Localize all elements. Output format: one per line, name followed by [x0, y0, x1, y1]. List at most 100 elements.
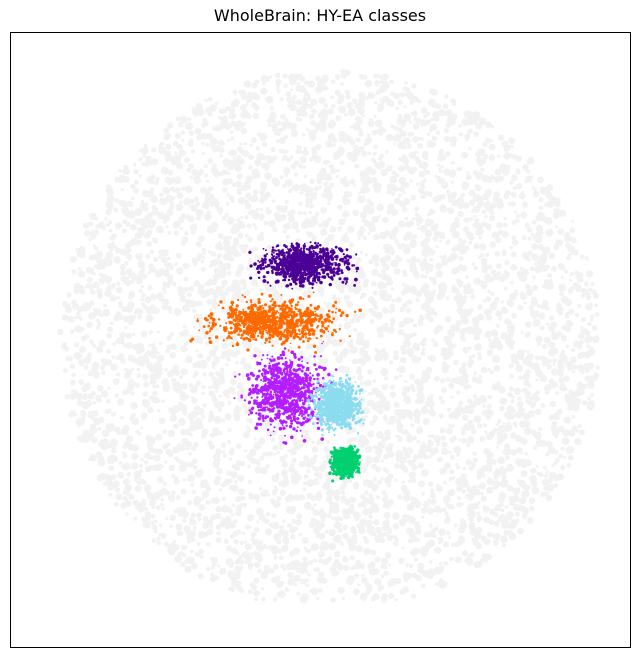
background-point: [368, 567, 377, 576]
background-point: [303, 546, 308, 551]
background-point: [524, 427, 532, 436]
background-point: [191, 562, 198, 570]
background-point: [350, 525, 356, 532]
background-point: [227, 401, 232, 406]
background-point: [185, 122, 194, 131]
background-point: [148, 365, 156, 373]
background-point: [427, 263, 435, 270]
background-point: [93, 229, 100, 236]
background-point: [297, 350, 304, 357]
background-point: [181, 186, 186, 191]
background-point: [298, 118, 303, 122]
background-point: [227, 138, 231, 142]
background-point: [296, 591, 301, 596]
background-point: [450, 191, 458, 198]
background-point: [447, 346, 452, 351]
background-point: [298, 201, 303, 206]
background-point: [396, 423, 404, 431]
background-point: [468, 524, 476, 531]
background-point: [108, 228, 113, 233]
background-point: [406, 503, 415, 512]
background-point: [255, 499, 260, 503]
background-point: [266, 155, 271, 159]
background-point: [527, 250, 533, 256]
background-point: [303, 174, 308, 179]
background-point: [441, 387, 447, 394]
background-point: [343, 236, 350, 243]
background-point: [143, 381, 150, 388]
background-point: [230, 136, 235, 141]
background-point: [427, 507, 435, 515]
background-point: [412, 123, 420, 130]
background-point: [147, 406, 154, 414]
background-point: [483, 423, 488, 428]
background-point: [252, 112, 260, 120]
background-point: [215, 475, 221, 482]
background-point: [380, 477, 384, 481]
background-point: [486, 223, 492, 230]
background-point: [76, 353, 81, 358]
background-point: [314, 123, 323, 131]
background-point: [553, 483, 559, 489]
background-point: [143, 506, 148, 512]
background-point: [185, 446, 190, 451]
background-point: [208, 371, 214, 378]
background-point: [109, 235, 115, 241]
background-point: [372, 151, 377, 156]
background-point: [392, 355, 397, 360]
background-point: [328, 500, 334, 506]
background-point: [190, 149, 195, 154]
background-point: [428, 523, 433, 528]
background-point: [279, 137, 286, 145]
background-point: [444, 315, 452, 323]
background-point: [399, 588, 406, 595]
background-point: [430, 434, 435, 439]
background-point: [130, 224, 137, 231]
background-point: [276, 451, 281, 455]
background-point: [230, 120, 236, 127]
background-point: [489, 369, 494, 375]
background-point: [399, 306, 406, 313]
background-point: [349, 555, 355, 561]
background-point: [549, 341, 556, 349]
background-point: [497, 154, 501, 158]
background-point: [473, 560, 481, 569]
background-point: [167, 494, 176, 502]
background-point: [566, 364, 574, 371]
background-point: [159, 141, 165, 147]
background-point: [578, 429, 586, 436]
background-point: [323, 186, 332, 195]
background-point: [209, 104, 218, 112]
background-point: [143, 231, 151, 239]
background-point: [195, 349, 199, 353]
background-point: [285, 234, 290, 239]
background-point: [457, 496, 462, 501]
background-point: [355, 318, 361, 323]
background-point: [267, 545, 273, 550]
background-point: [417, 538, 421, 542]
background-point: [324, 529, 329, 534]
background-point: [397, 494, 403, 500]
background-point: [282, 154, 288, 160]
background-point: [338, 324, 343, 328]
background-point: [496, 418, 502, 424]
background-point: [153, 454, 161, 462]
background-point: [174, 369, 180, 376]
background-point: [512, 487, 521, 496]
background-point: [122, 343, 127, 348]
background-point: [538, 213, 546, 221]
background-point: [279, 555, 284, 560]
background-point: [330, 597, 336, 603]
background-point: [540, 439, 548, 447]
background-point: [566, 396, 573, 403]
background-point: [196, 360, 204, 369]
background-point: [235, 180, 243, 188]
background-point: [228, 386, 235, 394]
background-point: [320, 167, 327, 175]
background-point: [189, 530, 197, 538]
background-point: [343, 140, 346, 144]
background-point: [512, 495, 520, 503]
background-point: [366, 519, 373, 527]
background-point: [450, 160, 455, 166]
background-point: [145, 253, 151, 259]
